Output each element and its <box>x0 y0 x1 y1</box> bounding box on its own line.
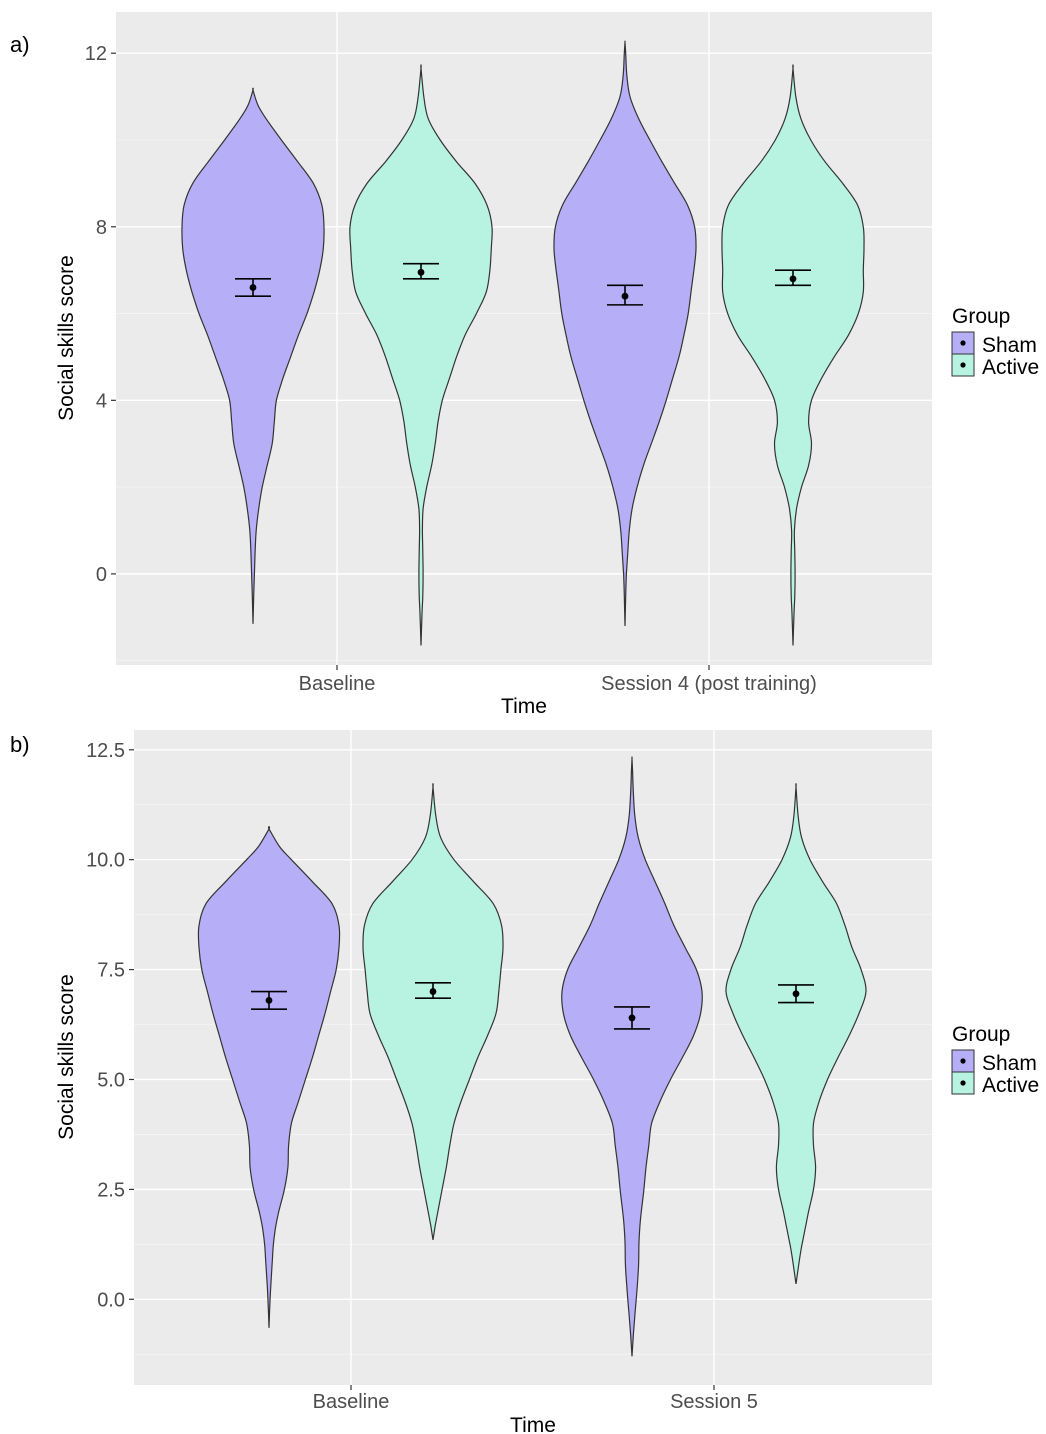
x-tick-label: Session 4 (post training) <box>601 673 817 695</box>
panel-a: a) 0 4 8 12 Baseline Session 4 (post trainin… <box>10 12 1039 718</box>
x-axis-ticks: Baseline Session 4 (post training) <box>299 665 817 695</box>
violin-sham <box>553 40 697 627</box>
mean-point <box>621 292 629 300</box>
violin-active <box>349 64 493 646</box>
x-axis-title: Time <box>501 695 547 718</box>
x-axis-ticks: Baseline Session 5 <box>313 1385 758 1413</box>
legend-entry-active: Active <box>951 1071 1039 1097</box>
mean-point <box>792 990 800 998</box>
y-axis-ticks: 0 4 8 12 <box>85 43 116 586</box>
legend: Group Sham Active <box>951 1023 1039 1097</box>
panel-b: b) 0.0 2.5 5.0 7.5 10.0 12.5 Baseline Session … <box>10 730 1039 1434</box>
violin-active <box>725 782 867 1284</box>
mean-point <box>417 268 425 276</box>
legend-key-dot <box>960 1058 966 1064</box>
x-tick-label: Session 5 <box>670 1391 758 1413</box>
y-tick-label: 10.0 <box>86 850 125 872</box>
violin-sham <box>181 87 325 624</box>
legend-label-sham: Sham <box>982 334 1037 357</box>
legend-title: Group <box>952 1023 1010 1046</box>
x-tick-label: Baseline <box>299 673 376 695</box>
y-tick-label: 12 <box>85 43 107 65</box>
legend-entry-sham: Sham <box>951 331 1037 357</box>
y-axis-ticks: 0.0 2.5 5.0 7.5 10.0 12.5 <box>86 740 134 1311</box>
y-tick-label: 5.0 <box>97 1069 125 1091</box>
y-tick-label: 0 <box>96 564 107 586</box>
legend-entry-active: Active <box>951 353 1039 379</box>
mean-point <box>789 275 797 283</box>
y-tick-label: 7.5 <box>97 960 125 982</box>
legend-title: Group <box>952 305 1010 328</box>
violin-active <box>721 64 865 646</box>
violins <box>197 756 867 1357</box>
legend-key-dot <box>960 340 966 346</box>
x-tick-label: Baseline <box>313 1391 390 1413</box>
legend: Group Sham Active <box>951 305 1039 379</box>
violin-sham <box>197 826 341 1328</box>
mean-point <box>429 988 437 995</box>
panel-label: b) <box>10 732 30 757</box>
x-axis-title: Time <box>510 1414 556 1434</box>
legend-key-dot <box>960 362 966 368</box>
mean-point <box>628 1014 636 1022</box>
legend-label-sham: Sham <box>982 1052 1037 1075</box>
legend-entry-sham: Sham <box>951 1049 1037 1075</box>
mean-point <box>265 996 273 1004</box>
y-tick-label: 0.0 <box>97 1289 125 1311</box>
legend-key-dot <box>960 1080 966 1086</box>
y-tick-label: 8 <box>96 217 107 239</box>
y-tick-label: 4 <box>96 390 107 412</box>
violin-sham <box>561 756 703 1357</box>
legend-label-active: Active <box>982 356 1039 379</box>
legend-label-active: Active <box>982 1074 1039 1097</box>
y-axis-title: Social skills score <box>55 974 78 1140</box>
y-axis-title: Social skills score <box>55 255 78 421</box>
violins <box>181 40 865 646</box>
mean-point <box>249 284 257 291</box>
panel-label: a) <box>10 32 30 57</box>
y-tick-label: 12.5 <box>86 740 125 762</box>
y-tick-label: 2.5 <box>97 1179 125 1201</box>
violin-active <box>362 782 504 1240</box>
